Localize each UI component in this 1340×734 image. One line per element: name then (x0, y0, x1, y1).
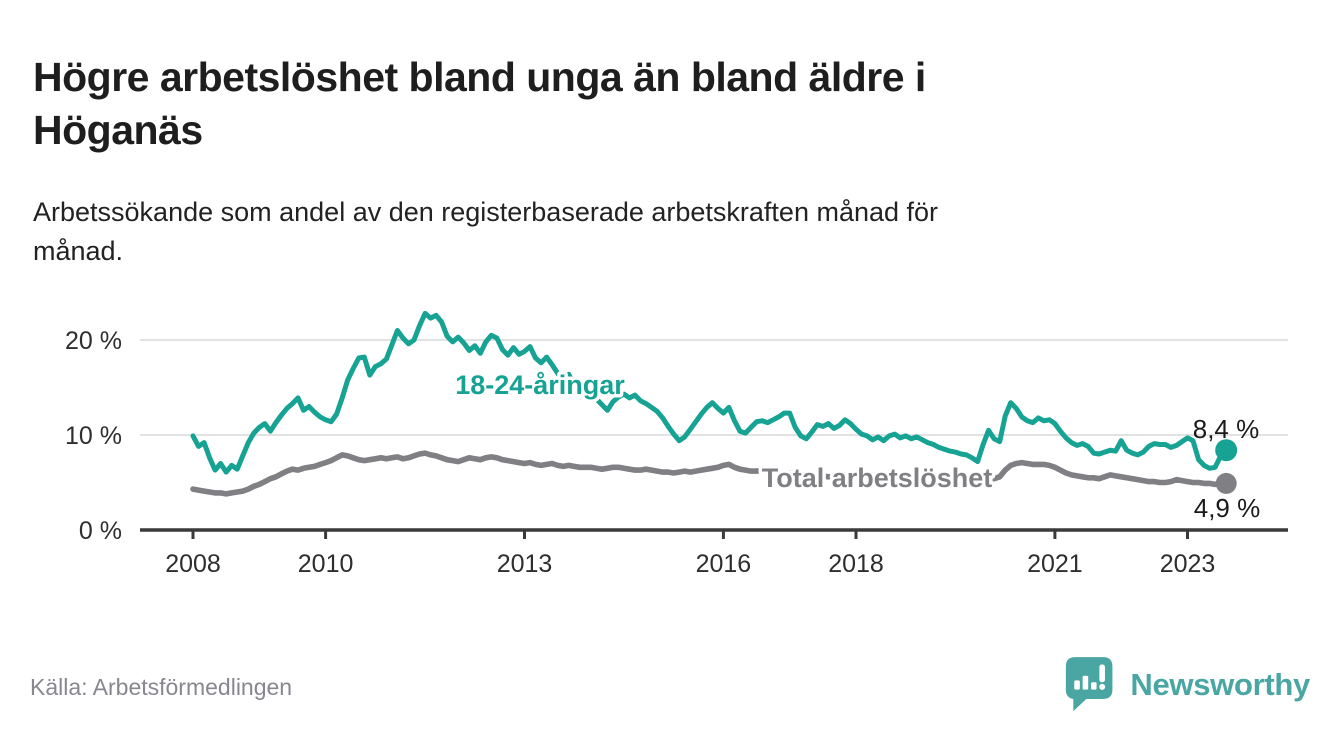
newsworthy-wordmark: Newsworthy (1130, 667, 1310, 702)
page-title: Högre arbetslöshet bland unga än bland ä… (33, 51, 1273, 156)
newsworthy-brand: Newsworthy (1064, 654, 1310, 716)
line-total (190, 450, 1229, 497)
title-line-2: Höganäs (33, 106, 203, 153)
x-tick-label: 2008 (165, 550, 221, 578)
series-label-total: Total arbetslöshet (762, 463, 993, 493)
logo-bar-3 (1091, 682, 1097, 690)
x-tick-label: 2021 (1027, 550, 1083, 578)
logo-bar-1 (1074, 680, 1081, 690)
logo-exclamation-dot (1099, 683, 1106, 690)
series-label-youth: 18-24-åringar (455, 370, 625, 400)
x-tick-label: 2023 (1160, 550, 1216, 578)
end-dot-youth (1215, 439, 1238, 462)
logo-bar-2 (1083, 675, 1089, 690)
x-tick-label: 2013 (497, 550, 553, 578)
line-youth (190, 310, 1229, 475)
chart-grid: 0 % 10 % 20 % 2008 2010 2013 2016 2018 2021 2023 (65, 327, 1288, 578)
x-tick-label: 2018 (828, 550, 884, 578)
newsworthy-logo-icon (1066, 657, 1113, 712)
end-value-label-youth: 8,4 % (1193, 414, 1260, 444)
chart-series (190, 310, 1238, 497)
y-tick-label: 20 % (65, 327, 122, 355)
end-value-label-total: 4,9 % (1194, 493, 1261, 523)
end-dot-total (1215, 472, 1237, 494)
x-tick-label: 2010 (298, 550, 354, 578)
y-tick-label: 0 % (79, 517, 122, 545)
logo-exclamation-bar (1099, 664, 1106, 683)
x-tick-label: 2016 (696, 550, 752, 578)
logo-bubble-shape (1066, 657, 1113, 712)
y-tick-label: 10 % (65, 422, 122, 450)
page-subtitle: Arbetssökande som andel av den registerb… (33, 193, 1253, 271)
title-line-1: Högre arbetslöshet bland unga än bland ä… (33, 54, 926, 101)
source-note: Källa: Arbetsförmedlingen (30, 674, 293, 700)
subtitle-line-1: Arbetssökande som andel av den registerb… (33, 197, 939, 227)
subtitle-line-2: månad. (33, 235, 124, 266)
